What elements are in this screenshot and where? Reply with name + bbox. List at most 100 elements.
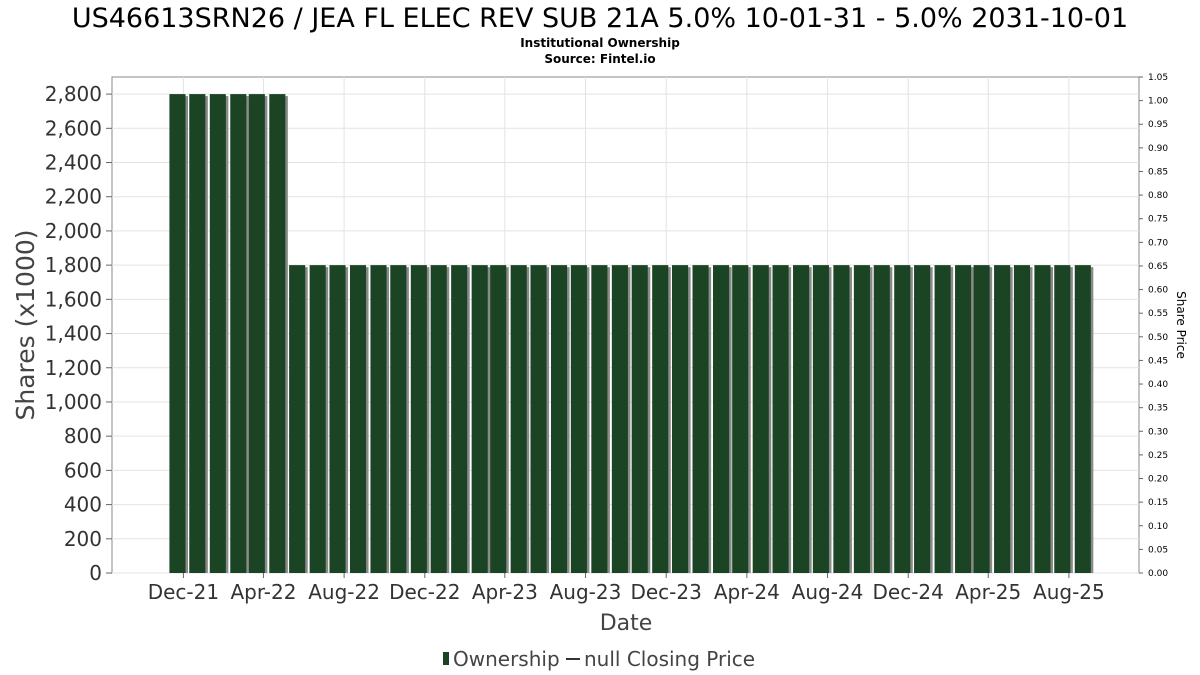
chart-header: US46613SRN26 / JEA FL ELEC REV SUB 21A 5… — [72, 3, 1128, 66]
y-right-tick-label: 0.55 — [1148, 309, 1168, 319]
ownership-bar — [570, 265, 587, 573]
y-right-tick-label: 0.75 — [1148, 215, 1168, 225]
x-tick-label: Dec-22 — [389, 580, 460, 604]
y-tick-label: 600 — [64, 458, 102, 482]
ownership-bar — [329, 265, 346, 573]
chart-subtitle-source: Source: Fintel.io — [544, 52, 655, 66]
ownership-bar — [1034, 265, 1051, 573]
y-right-tick-label: 0.45 — [1148, 356, 1168, 366]
ownership-bar — [772, 265, 789, 573]
y-right-tick-label: 1.05 — [1148, 73, 1168, 83]
y-right-tick-label: 0.00 — [1148, 569, 1168, 579]
y-right-tick-label: 0.50 — [1148, 333, 1168, 343]
ownership-bar — [530, 265, 547, 573]
ownership-bar — [955, 265, 972, 573]
y-right-tick-label: 0.95 — [1148, 120, 1168, 130]
ownership-bar — [611, 265, 628, 573]
ownership-bar — [853, 265, 870, 573]
ownership-bar — [490, 265, 507, 573]
chart-title: US46613SRN26 / JEA FL ELEC REV SUB 21A 5… — [72, 3, 1128, 34]
ownership-bar — [169, 94, 186, 573]
ownership-bar — [934, 265, 951, 573]
ownership-bar — [209, 94, 226, 573]
chart-subtitle-ownership: Institutional Ownership — [520, 36, 680, 50]
x-tick-label: Aug-24 — [792, 580, 864, 604]
y-right-tick-label: 0.90 — [1148, 144, 1168, 154]
ownership-bar — [269, 94, 286, 573]
y-tick-label: 1,600 — [45, 287, 102, 311]
y-right-tick-label: 0.80 — [1148, 191, 1168, 201]
ownership-bar — [732, 265, 749, 573]
ownership-bar — [550, 265, 568, 573]
x-axis-label: Date — [600, 611, 653, 636]
ownership-bar — [1013, 265, 1030, 573]
legend-ownership-swatch — [443, 652, 449, 665]
ownership-bar — [994, 265, 1011, 573]
ownership-bar — [833, 265, 850, 573]
y-right-tick-label: 0.15 — [1148, 498, 1168, 508]
ownership-bar — [713, 265, 730, 573]
ownership-bar — [973, 265, 990, 573]
ownership-bar — [349, 265, 367, 573]
y-right-tick-label: 0.20 — [1148, 475, 1168, 485]
x-tick-label: Aug-25 — [1033, 580, 1105, 604]
ownership-bar — [692, 265, 709, 573]
y-right-tick-label: 0.05 — [1148, 545, 1168, 555]
y-tick-label: 2,800 — [45, 82, 102, 106]
ownership-bar — [591, 265, 608, 573]
left-axis-ticks: 0 200 400 600 800 1,000 1,200 1,400 1,600 1,800 2,… — [45, 82, 112, 585]
ownership-bar — [1074, 265, 1091, 573]
x-tick-label: Apr-25 — [955, 580, 1021, 604]
ownership-bar — [289, 265, 306, 573]
x-tick-label: Apr-23 — [472, 580, 538, 604]
ownership-bar — [652, 265, 669, 573]
y-right-tick-label: 0.40 — [1148, 380, 1168, 390]
y-tick-label: 200 — [64, 527, 102, 551]
ownership-bar — [189, 94, 206, 573]
ownership-bar — [230, 94, 247, 573]
x-tick-label: Aug-22 — [308, 580, 380, 604]
y-right-tick-label: 0.65 — [1148, 262, 1168, 272]
ownership-bar — [672, 265, 689, 573]
x-tick-label: Aug-23 — [550, 580, 622, 604]
legend: Ownership null Closing Price — [443, 647, 755, 671]
y-right-tick-label: 0.10 — [1148, 522, 1168, 532]
ownership-bar — [471, 265, 488, 573]
ownership-bar — [370, 265, 387, 573]
x-tick-label: Apr-22 — [230, 580, 296, 604]
ownership-bar — [914, 265, 931, 573]
ownership-bar — [873, 265, 890, 573]
y-right-axis-label: Share Price — [1174, 291, 1188, 359]
y-right-tick-label: 0.70 — [1148, 238, 1168, 248]
ownership-bar — [793, 265, 810, 573]
ownership-bar — [752, 265, 769, 573]
ownership-bar — [430, 265, 447, 573]
y-tick-label: 1,800 — [45, 253, 102, 277]
legend-ownership-label: Ownership — [453, 647, 560, 671]
ownership-bar — [812, 265, 829, 573]
legend-price-label: null Closing Price — [584, 647, 755, 671]
right-axis-ticks: 0.00 0.05 0.10 0.15 0.20 0.25 0.30 0.35 0.40 0.45… — [1139, 73, 1168, 579]
ownership-bar — [451, 265, 468, 573]
y-right-tick-label: 1.00 — [1148, 97, 1168, 107]
y-tick-label: 2,400 — [45, 151, 102, 175]
ownership-bar — [248, 94, 265, 573]
y-right-tick-label: 0.30 — [1148, 427, 1168, 437]
y-tick-label: 0 — [89, 561, 102, 585]
x-tick-label: Dec-23 — [630, 580, 701, 604]
y-tick-label: 1,400 — [45, 322, 102, 346]
y-tick-label: 400 — [64, 493, 102, 517]
ownership-bar — [510, 265, 527, 573]
ownership-bars — [169, 94, 1094, 573]
y-tick-label: 2,600 — [45, 116, 102, 140]
x-tick-label: Apr-24 — [714, 580, 780, 604]
x-tick-label: Dec-24 — [873, 580, 944, 604]
y-tick-label: 1,200 — [45, 356, 102, 380]
y-right-tick-label: 0.85 — [1148, 167, 1168, 177]
ownership-bar — [631, 265, 648, 573]
y-tick-label: 800 — [64, 424, 102, 448]
ownership-bar — [410, 265, 427, 573]
ownership-bar — [894, 265, 911, 573]
y-tick-label: 2,200 — [45, 185, 102, 209]
